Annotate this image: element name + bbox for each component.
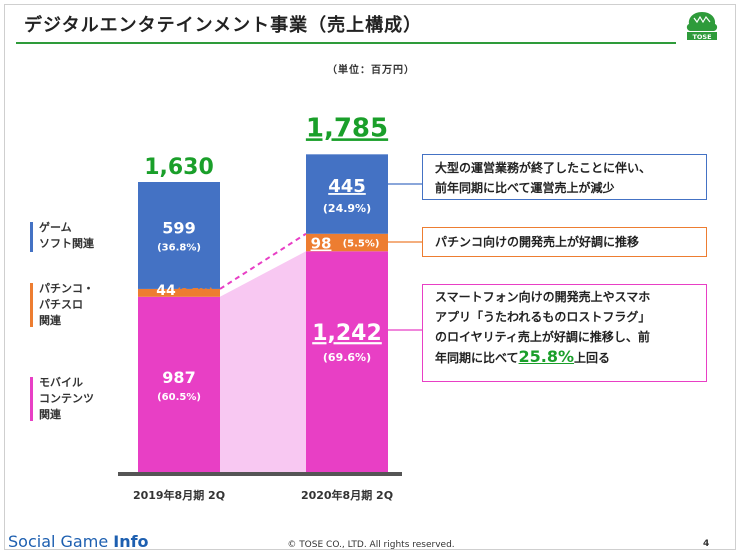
value-label: 1,242 [312,321,382,346]
legend-color-bar [30,222,33,252]
legend-label: パチンコ・ パチスロ 関連 [39,282,94,327]
percent-label: (36.8%) [157,242,201,253]
percent-label: (2.7%) [177,287,214,298]
legend-pachinko: パチンコ・ パチスロ 関連 [30,281,94,329]
legend-color-bar [30,377,33,421]
watermark-part1: Social Game [8,532,114,551]
callout-suffix: 上回る [574,351,611,365]
callout-pachinko: パチンコ向けの開発売上が好調に推移 [422,227,707,257]
bar-segment-game-soft [138,182,220,289]
bar-segment-mobile [138,296,220,473]
value-label: 98 [311,235,332,253]
callout-text-wrap: スマートフォン向けの開発売上やスマホ アプリ「うたわれるものロストフラグ」 のロ… [435,287,694,368]
mobile-growth-connector [220,251,306,473]
percent-label: (5.5%) [343,239,380,250]
bar-segment-pachinko [138,288,220,297]
callout-text: スマートフォン向けの開発売上やスマホ アプリ「うたわれるものロストフラグ」 のロ… [435,290,651,365]
bar-segment-mobile [306,251,388,473]
value-label: 44 [156,283,176,299]
title-underline [16,42,676,44]
legend-label: モバイル コンテンツ 関連 [39,376,94,421]
x-axis-line [118,472,402,476]
legend-label: ゲーム ソフト関連 [39,221,94,250]
page-number: 4 [703,539,710,549]
connector-dashed-line [219,232,307,290]
legend-color-bar [30,283,33,327]
value-label: 987 [162,368,195,387]
slide-title: デジタルエンタテインメント事業（売上構成） [24,15,423,36]
watermark-part2: Info [113,532,149,551]
x-tick-label: 2019年8月期 2Q [133,488,225,502]
slide-frame [4,4,736,550]
bar-segment-game-soft [306,154,388,234]
callout-mobile: スマートフォン向けの開発売上やスマホ アプリ「うたわれるものロストフラグ」 のロ… [422,284,707,382]
tose-logo-icon: TOSE [686,12,718,41]
logo-text: TOSE [692,33,711,41]
bar-segment-pachinko [306,233,388,252]
percent-label: (24.9%) [323,202,371,215]
legend-mobile: モバイル コンテンツ 関連 [30,375,94,423]
percent-label: (60.5%) [157,392,201,403]
callout-text: 大型の運営業務が終了したことに伴い、 前年同期に比べて運営売上が減少 [435,161,652,195]
legend-game-soft: ゲーム ソフト関連 [30,220,94,252]
growth-highlight: 25.8% [518,347,575,366]
callout-text: パチンコ向けの開発売上が好調に推移 [435,235,640,249]
total-label: 1,630 [144,155,214,180]
callout-game-soft: 大型の運営業務が終了したことに伴い、 前年同期に比べて運営売上が減少 [422,154,707,200]
value-label: 445 [328,176,366,197]
x-tick-label: 2020年8月期 2Q [301,488,393,502]
copyright-text: © TOSE CO., LTD. All rights reserved. [287,540,455,550]
value-label: 599 [162,218,195,237]
total-label: 1,785 [306,113,388,143]
watermark-logo: Social Game Info [8,532,149,551]
unit-label: （単位：百万円） [327,65,415,76]
percent-label: (69.6%) [323,351,371,364]
